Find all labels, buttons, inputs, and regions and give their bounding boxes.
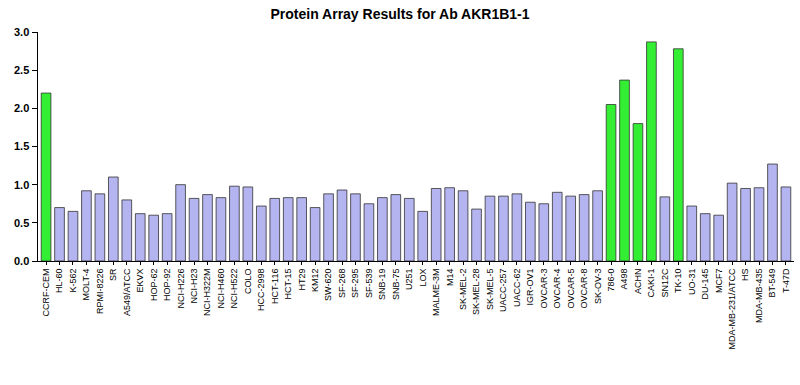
svg-text:MCF7: MCF7 (714, 269, 724, 294)
svg-text:NCI-H226: NCI-H226 (176, 269, 186, 309)
svg-text:SF-268: SF-268 (337, 269, 347, 299)
svg-text:UO-31: UO-31 (687, 269, 697, 296)
svg-text:SNB-75: SNB-75 (391, 269, 401, 301)
svg-text:1.5: 1.5 (14, 140, 29, 152)
svg-text:NCI-H460: NCI-H460 (216, 269, 226, 309)
svg-text:OVCAR-3: OVCAR-3 (539, 269, 549, 309)
svg-text:SK-MEL-28: SK-MEL-28 (471, 269, 481, 316)
svg-text:COLO: COLO (243, 269, 253, 295)
svg-text:RPMI-8226: RPMI-8226 (95, 269, 105, 315)
svg-text:SF-539: SF-539 (364, 269, 374, 299)
svg-text:IGR-OV1: IGR-OV1 (525, 269, 535, 306)
svg-text:3.0: 3.0 (14, 26, 29, 38)
svg-text:ACHN: ACHN (633, 269, 643, 295)
svg-text:2.0: 2.0 (14, 102, 29, 114)
svg-text:HL-60: HL-60 (54, 269, 64, 294)
svg-text:BT-549: BT-549 (767, 269, 777, 298)
svg-text:HS: HS (740, 269, 750, 282)
svg-text:SK-MEL-5: SK-MEL-5 (485, 269, 495, 311)
svg-text:SK-MEL-2: SK-MEL-2 (458, 269, 468, 311)
svg-text:1.0: 1.0 (14, 179, 29, 191)
svg-text:MDA-MB-231/ATCC: MDA-MB-231/ATCC (727, 268, 737, 349)
svg-text:HOP-92: HOP-92 (162, 269, 172, 302)
svg-text:HT29: HT29 (297, 269, 307, 291)
svg-text:UACC-62: UACC-62 (512, 269, 522, 308)
svg-text:OVCAR-8: OVCAR-8 (579, 269, 589, 309)
svg-text:CAKI-1: CAKI-1 (646, 269, 656, 298)
svg-text:M14: M14 (445, 269, 455, 287)
svg-text:LOX: LOX (418, 269, 428, 287)
svg-text:U251: U251 (404, 269, 414, 291)
svg-text:0.5: 0.5 (14, 217, 29, 229)
svg-text:Protein Array Results for Ab A: Protein Array Results for Ab AKR1B1-1 (270, 6, 529, 22)
svg-text:EKVX: EKVX (135, 269, 145, 293)
svg-text:SNB-19: SNB-19 (377, 269, 387, 301)
svg-text:A549/ATCC: A549/ATCC (122, 268, 132, 316)
svg-text:SF-295: SF-295 (350, 269, 360, 299)
svg-text:786-0: 786-0 (606, 269, 616, 292)
svg-text:T-47D: T-47D (781, 268, 791, 293)
svg-text:HOP-62: HOP-62 (149, 269, 159, 302)
svg-text:KM12: KM12 (310, 269, 320, 293)
svg-text:SR: SR (108, 268, 118, 281)
svg-text:NCI-H322M: NCI-H322M (202, 269, 212, 317)
svg-text:SK-OV-3: SK-OV-3 (593, 269, 603, 305)
svg-text:2.5: 2.5 (14, 64, 29, 76)
svg-text:TK-10: TK-10 (673, 269, 683, 294)
svg-text:NCI-H23: NCI-H23 (189, 269, 199, 304)
svg-text:HCT-116: HCT-116 (270, 269, 280, 304)
svg-text:OVCAR-5: OVCAR-5 (566, 269, 576, 309)
svg-text:SW-620: SW-620 (323, 269, 333, 301)
svg-text:0.0: 0.0 (14, 255, 29, 267)
svg-text:CCRF-CEM: CCRF-CEM (41, 269, 51, 317)
svg-text:MOLT-4: MOLT-4 (81, 269, 91, 301)
svg-text:A498: A498 (619, 269, 629, 290)
svg-text:MALME-3M: MALME-3M (431, 269, 441, 317)
svg-text:UACC-257: UACC-257 (498, 269, 508, 313)
svg-text:HCC-2998: HCC-2998 (256, 269, 266, 312)
svg-text:DU-145: DU-145 (700, 269, 710, 300)
svg-text:SN12C: SN12C (660, 268, 670, 298)
svg-text:HCT-15: HCT-15 (283, 269, 293, 300)
svg-text:OVCAR-4: OVCAR-4 (552, 269, 562, 309)
svg-text:K-562: K-562 (68, 269, 78, 293)
svg-text:MDA-MB-435: MDA-MB-435 (754, 269, 764, 324)
svg-text:NCI-H522: NCI-H522 (229, 269, 239, 309)
